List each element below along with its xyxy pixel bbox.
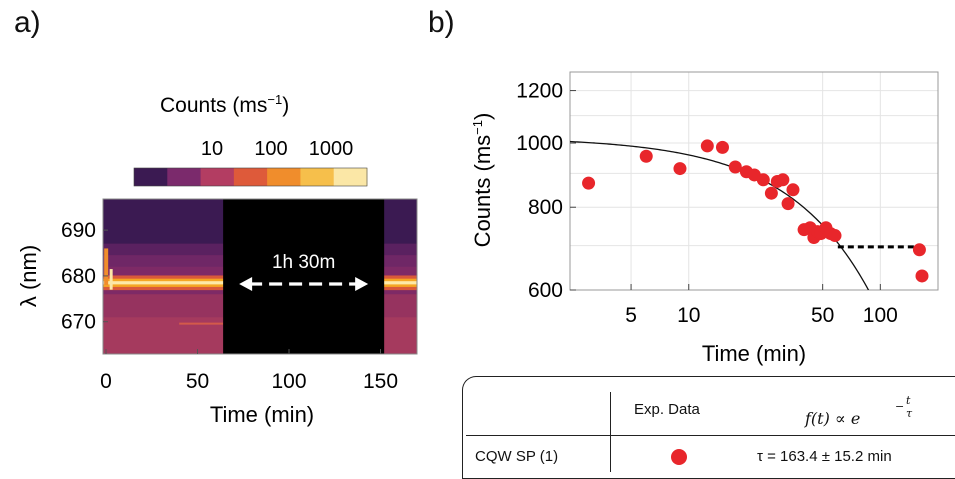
y-axis-label: λ (nm) [16,245,41,307]
x-tick-label: 50 [186,370,209,393]
colorbar-swatch [233,168,268,186]
x-axis-label: Time (min) [210,402,314,427]
plot-frame [569,71,939,291]
data-point [756,173,770,187]
gap-annotation-label: 1h 30m [272,252,335,273]
colorbar-title-sup: −1 [267,92,282,107]
y-tick-label: 1200 [516,80,563,103]
colorbar-title-close: ) [282,94,289,117]
heatmap-panel: Counts (ms−1) 10 100 1000 1h 30m 0 50 100 150 670… [16,92,418,427]
formula-exp-bottom: τ [906,407,913,420]
y-tick-label: 690 [61,219,96,242]
data-point [715,140,729,154]
y-tick-label: 680 [61,265,96,288]
data-point [639,149,653,163]
panel-a-label: a) [14,6,41,39]
formula-exp-sign: − [895,400,905,413]
legend-col-formula: f(t) ∝ e − t τ [805,394,912,428]
data-point [915,269,929,283]
heatmap-early-streak [109,269,113,290]
colorbar-swatch [200,168,235,186]
decay-panel: 5 10 50 100 600 800 1000 1200 Time (min) Counts (… [470,71,939,366]
colorbar-swatch [134,168,168,186]
colorbar-tick-label: 100 [254,138,287,160]
y-tick-label: 1000 [516,132,563,155]
data-point [828,229,842,243]
y-tick-label: 800 [528,196,563,219]
heatmap-image [103,199,417,354]
legend-tau: τ = 163.4 ± 15.2 min [757,448,892,465]
heatmap-faint-line [179,322,224,325]
data-point [728,160,742,174]
gap-arrow-head-left [239,277,253,291]
y-axis-label: Counts (ms−1) [470,113,495,248]
colorbar-frame [133,167,368,187]
x-tick-label: 0 [100,370,112,393]
heatmap-frame [102,198,418,355]
colorbar-title: Counts (ms−1) [160,92,289,117]
x-tick-label: 100 [863,304,898,327]
legend-col-data: Exp. Data [634,401,700,418]
gap-arrow-head-right [355,277,369,291]
data-point [673,162,687,176]
colorbar-tick-label: 1000 [309,138,354,160]
x-tick-label: 50 [811,304,834,327]
x-tick-label: 100 [271,370,306,393]
legend-divider-horizontal [466,435,955,436]
data-point [786,183,800,197]
data-point [776,173,790,187]
x-tick-label: 10 [677,304,700,327]
x-tick-label: 150 [363,370,398,393]
colorbar-swatch [300,168,335,186]
legend-divider-vertical [610,392,611,472]
formula-lhs: f(t) ∝ e [805,409,861,428]
colorbar-swatch [333,168,368,186]
x-axis-label: Time (min) [702,341,806,366]
data-point [700,139,714,153]
x-tick-label: 5 [625,304,637,327]
data-point [582,176,596,190]
heatmap-gap [223,199,385,354]
data-point [781,197,795,211]
y-axis-label-sup: −1 [470,120,485,135]
heatmap-early-streak [104,248,109,286]
legend-marker [671,449,687,465]
y-tick-label: 600 [528,279,563,302]
data-point [764,186,778,200]
y-axis-label-close: ) [470,113,495,120]
plot-area [570,139,929,290]
y-tick-label: 670 [61,311,96,334]
formula-exp-top: t [906,394,911,407]
colorbar-tick-label: 10 [201,138,223,160]
panel-b-label: b) [428,6,455,39]
data-point [912,243,926,257]
colorbar-swatch [267,168,301,186]
colorbar-swatch [167,168,202,186]
legend-row-label: CQW SP (1) [475,448,559,465]
